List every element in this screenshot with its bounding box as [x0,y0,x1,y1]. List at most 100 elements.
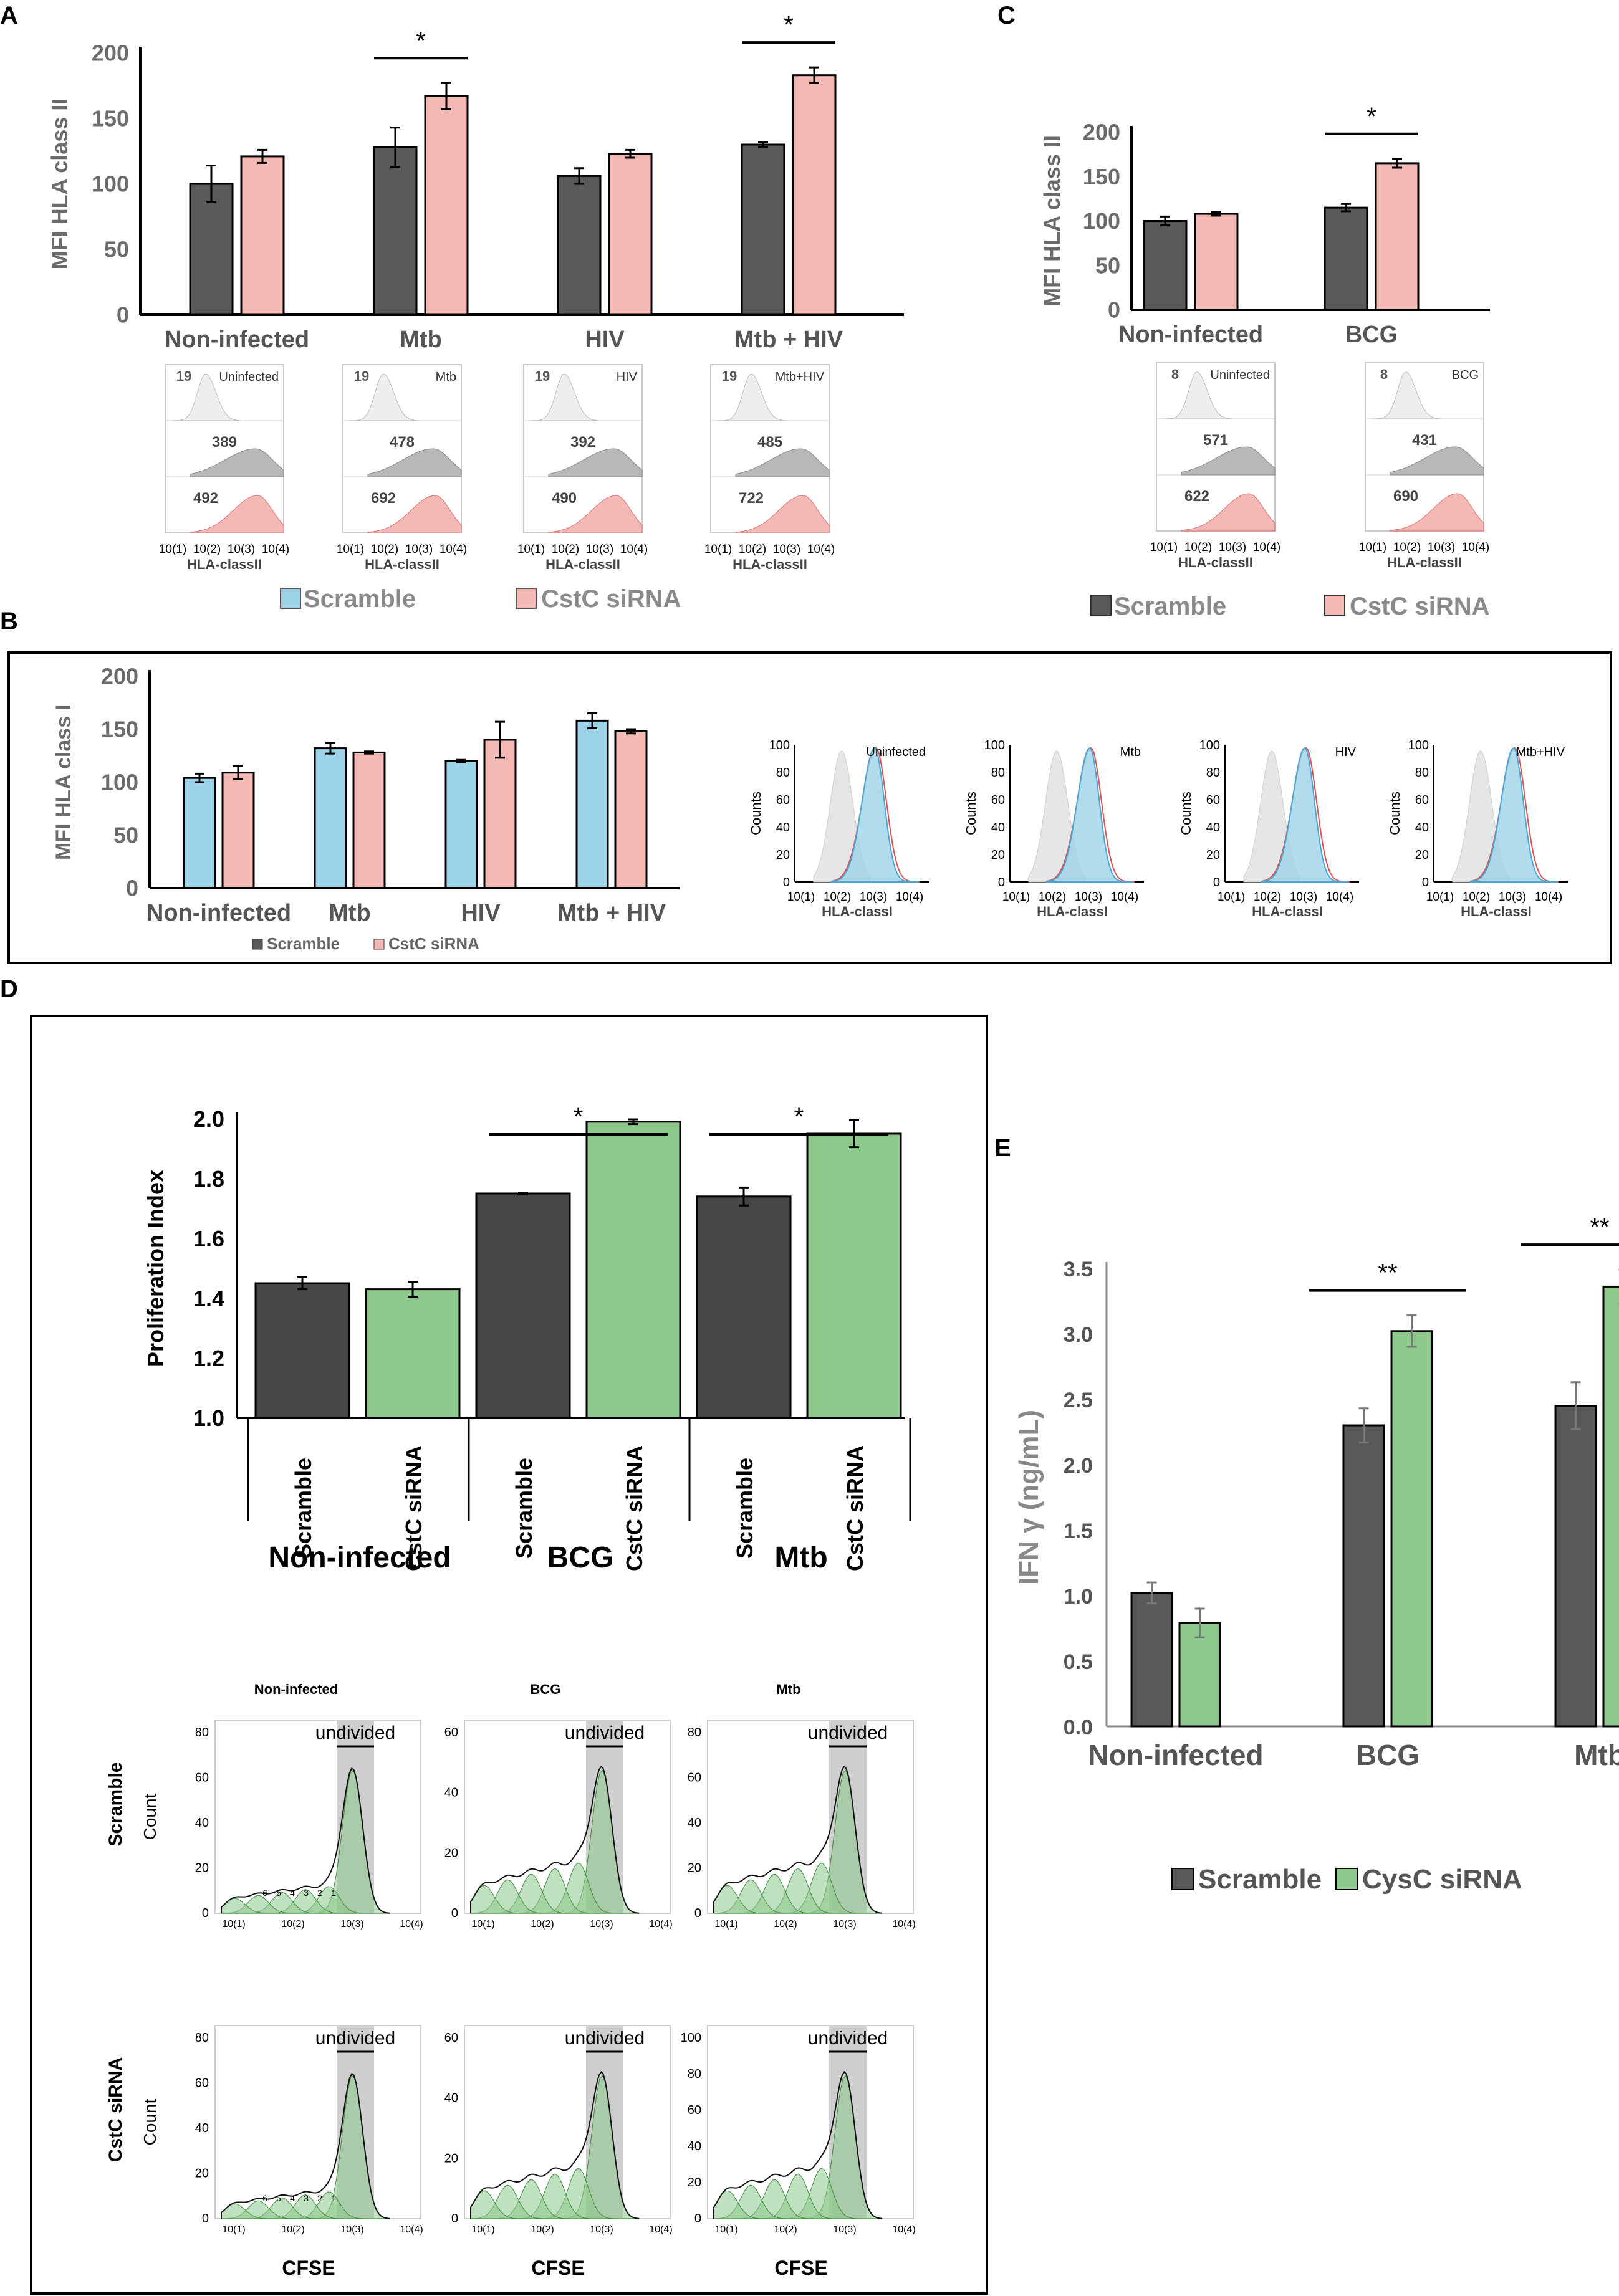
panel-d-flow-0-2-x-tick-0: 10(1) [714,1919,737,1930]
panel-b-error-bar-0-2 [456,758,466,763]
panel-b-y-tick-2: 100 [101,770,138,795]
panel-d-flow-0-0-envelope [221,1767,390,1914]
panel-a-hist-3-x-tick-0: 10(1) [704,543,732,556]
panel-d-flow-col-title-2: Mtb [776,1681,800,1697]
panel-a-hist-1-cstc-value: 692 [371,490,396,507]
panel-d-bar-label-5: CstC siRNA [842,1445,868,1571]
panel-a-y-tick-0: 0 [117,302,129,328]
panel-a-hist-1-scramble-peak [367,448,462,477]
panel-a-hist-0-x-tick-2: 10(3) [228,543,255,556]
panel-b-category-1: Mtb [329,900,371,926]
panel-e-y-tick-5: 2.5 [1064,1389,1093,1412]
panel-e-y-tick-1: 0.5 [1064,1650,1093,1674]
panel-d-flow-0-1-x-tick-3: 10(4) [649,1919,672,1930]
panel-c-y-tick-0: 0 [1108,297,1120,323]
panel-d-flow-0-2-y-tick-2: 40 [688,1816,701,1830]
panel-a-hist-0-isotype-peak [171,373,241,421]
panel-d-flow-0-2-y-tick-0: 0 [694,1906,701,1920]
panel-b-hist-2-x-label: HLA-classI [1252,904,1323,919]
panel-d-flow-0-0-frame [214,1720,421,1914]
panel-a-y-tick-4: 200 [92,41,129,66]
panel-b-hist-3-y-tick-3: 60 [1415,793,1429,807]
panel-a-hist-3-x-label: HLA-classII [733,557,807,572]
panel-d-flow-0-1-x-tick-1: 10(2) [531,1919,554,1930]
panel-d-flow-1-2-x-tick-3: 10(4) [892,2224,915,2235]
panel-a-error-bar-0-3 [758,141,768,148]
panel-c-legend-swatch-cstc [1324,595,1345,616]
panel-a-hist-3-x-tick-2: 10(3) [773,543,800,556]
panel-a-y-tick-1: 50 [104,237,129,262]
panel-e-y-tick-6: 3.0 [1064,1323,1093,1347]
panel-e-bar-0-0 [1130,1592,1173,1728]
panel-d-flow-1-0-y-tick-1: 20 [195,2167,209,2181]
panel-a-hist-2-condition: HIV [617,370,638,384]
panel-d-flow-1-1-envelope [470,2070,640,2219]
panel-d-bar-1 [365,1288,461,1419]
panel-d-flow-1-0-x-tick-0: 10(1) [222,2224,245,2235]
panel-b-bar-0-1 [314,747,347,889]
panel-b-hist-2-y-label: Counts [1178,792,1194,835]
panel-c-bar-1-1 [1375,162,1420,311]
panel-d-flow-0-0-y-tick-1: 20 [195,1862,209,1875]
panel-a-hist-3-cstc-value: 722 [739,490,764,507]
panel-b-hist-3-x-tick-2: 10(3) [1499,891,1526,904]
panel-e-legend-swatch-scramble [1171,1868,1194,1890]
panel-d-flow-0-1-x-tick-2: 10(3) [590,1919,613,1930]
panel-c-hist-0-scramble-peak [1181,446,1276,476]
panel-d-y-tick-5: 2.0 [193,1106,224,1132]
panel-d-flow-0-0-y-tick-2: 40 [195,1816,209,1830]
panel-b-hist-3-y-tick-2: 40 [1415,821,1429,835]
panel-d-flow-0-1-y-tick-2: 40 [444,1786,458,1800]
panel-a-error-bar-1-0 [257,148,267,164]
panel-e-bar-1-1 [1390,1330,1433,1728]
panel-a-error-bar-1-2 [625,148,635,159]
panel-b-hist-0-y-tick-0: 0 [783,876,790,889]
panel-b-hist-0-x-label: HLA-classI [822,904,893,919]
panel-b-legend-scramble: Scramble [267,934,340,953]
panel-d-flow-0-1-frame [464,1720,671,1914]
panel-d-flow-x-label-2: CFSE [774,2257,827,2279]
panel-d-y-tick-0: 1.0 [193,1405,224,1431]
panel-b-hist-2-y-tick-5: 100 [1199,739,1220,752]
panel-d-error-bar-1 [408,1281,418,1298]
panel-c-hist-1-scramble-peak [1390,446,1484,476]
panel-d-flow-0-2-y-tick-1: 20 [688,1862,701,1875]
panel-b-hist-0-y-tick-2: 40 [776,821,790,835]
panel-c-hist-0-x-tick-1: 10(2) [1184,541,1212,554]
panel-d-flow-1-1-y-tick-2: 40 [444,2092,458,2105]
panel-d-flow-1-2-gen-peak-5 [713,2190,882,2219]
panel-b-hist-1-cstc-peak [1047,747,1135,883]
panel-d-flow-0-1-gen-peak-5 [470,1885,639,1914]
panel-d-flow-1-1-x-tick-0: 10(1) [471,2224,494,2235]
panel-b-hist-1-condition: Mtb [1120,745,1141,759]
panel-d-bar-label-3: CstC siRNA [622,1445,647,1571]
panel-b-y-tick-1: 50 [113,823,138,848]
panel-b-hist-3-condition: Mtb+HIV [1516,745,1565,759]
panel-a-legend-scramble: Scramble [304,585,416,613]
panel-e-bar-0-2 [1554,1405,1597,1728]
panel-b-hist-0-condition: Uninfected [866,745,926,759]
panel-a-hist-1-isotype-value: 19 [354,368,369,384]
panel-d-flow-1-1-gen-peak-5 [470,2190,639,2219]
panel-d-flow-1-0-gen-label-5: 1 [331,2193,336,2203]
panel-d-flow-0-1-y-tick-0: 0 [451,1906,458,1920]
panel-a-category-0: Non-infected [165,327,309,353]
panel-c-hist-1-condition: BCG [1452,368,1479,382]
panel-a-hist-2-cstc-value: 490 [552,490,577,507]
panel-c-hist-1-x-tick-3: 10(4) [1462,541,1489,554]
panel-e-y-tick-3: 1.5 [1064,1519,1093,1543]
panel-b-category-3: Mtb + HIV [557,900,666,926]
panel-d-bar-label-0: Scramble [291,1458,316,1559]
panel-b-hist-3-y-tick-5: 100 [1408,739,1429,752]
panel-d-flow-1-2-x-tick-1: 10(2) [774,2224,797,2235]
panel-a-category-3: Mtb + HIV [734,327,843,353]
panel-b-y-tick-4: 200 [101,664,138,689]
panel-b-y-label: MFI HLA class I [52,704,75,860]
panel-c-category-1: BCG [1345,322,1398,348]
panel-c-legend-scramble: Scramble [1114,593,1226,620]
panel-d-flow-y-label-0: Count [140,1793,160,1840]
panel-c-hist-0-scramble-value: 571 [1203,432,1228,449]
panel-e-y-tick-4: 2.0 [1064,1454,1093,1478]
panel-e-category-1: BCG [1356,1739,1420,1771]
